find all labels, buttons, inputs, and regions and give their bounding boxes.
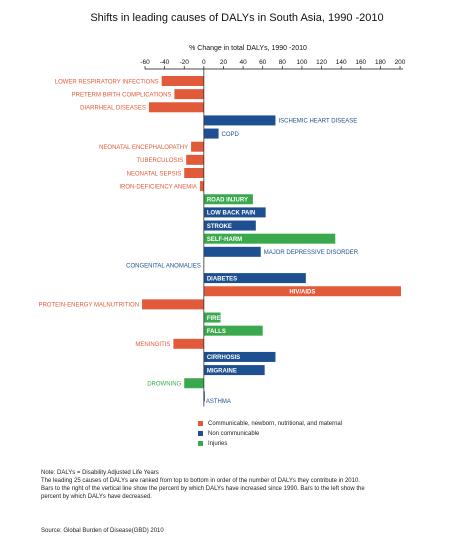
bar-label-neonatal-encephalopathy: NEONATAL ENCEPHALOPATHY <box>99 145 188 151</box>
x-tick-label: 20 <box>220 59 228 66</box>
bar-label-preterm-birth-complications: PRETERM BIRTH COMPLICATIONS <box>72 92 172 98</box>
bar-preterm-birth-complications <box>174 89 204 100</box>
bar-neonatal-sepsis <box>184 167 204 178</box>
bar-label-migraine: MIGRAINE <box>207 368 237 374</box>
bar-label-cirrhosis: CIRRHOSIS <box>207 355 240 361</box>
bar-label-ischemic-heart-disease: ISCHEMIC HEART DISEASE <box>278 119 357 125</box>
legend-label-injuries: Injuries <box>208 441 228 448</box>
legend-item-non-communicable: Non communicable <box>198 431 259 437</box>
x-tick-label: -40 <box>160 59 170 66</box>
bar-label-neonatal-sepsis: NEONATAL SEPSIS <box>127 171 182 177</box>
x-tick-label: 180 <box>375 59 386 66</box>
bar-meningitis <box>173 338 204 349</box>
notes: Note: DALYs = Disability Adjusted Life Y… <box>41 469 371 501</box>
x-tick-label: 200 <box>395 59 406 66</box>
legend-swatch-communicable <box>198 421 203 426</box>
bar-copd <box>203 128 219 139</box>
bar-label-diabetes: DIABETES <box>207 276 237 282</box>
x-tick-label: 80 <box>279 59 287 66</box>
bar-falls <box>203 325 263 336</box>
bar-road-injury <box>203 194 253 205</box>
source-note: Source: Global Burden of Disease(GBD) 20… <box>41 528 164 534</box>
bar-asthma <box>203 391 205 402</box>
bar-cirrhosis <box>203 351 276 362</box>
bar-major-depressive-disorder <box>203 246 261 257</box>
bar-label-low-back-pain: LOW BACK PAIN <box>207 211 256 217</box>
bar-label-iron-deficiency-anemia: IRON-DEFICIENCY ANEMIA <box>119 184 197 190</box>
bar-label-asthma: ASTHMA <box>206 399 231 405</box>
bar-label-tuberculosis: TUBERCULOSIS <box>137 158 184 164</box>
bar-label-self-harm: SELF-HARM <box>207 237 242 243</box>
x-tick-label: 0 <box>202 59 206 66</box>
bar-hiv-aids <box>203 286 401 297</box>
legend-label-non-communicable: Non communicable <box>208 431 260 438</box>
x-tick-label: 160 <box>355 59 366 66</box>
x-tick-label: -60 <box>140 59 150 66</box>
bar-label-major-depressive-disorder: MAJOR DEPRESSIVE DISORDER <box>264 250 359 256</box>
bar-protein-energy-malnutrition <box>142 299 204 310</box>
bar-label-congenital-anomalies: CONGENITAL ANOMALIES <box>126 263 201 269</box>
bar-label-hiv-aids: HIV/AIDS <box>289 290 315 296</box>
note-explanation: The leading 25 causes of DALYs are ranke… <box>41 478 365 500</box>
bar-label-drowning: DROWNING <box>147 382 181 388</box>
bar-label-meningitis: MENINGITIS <box>135 342 170 348</box>
legend-item-communicable: Communicable, newborn, nutritional, and … <box>198 421 342 427</box>
bar-stroke <box>203 220 256 231</box>
bar-label-falls: FALLS <box>207 329 226 335</box>
x-tick-label: 40 <box>239 59 247 66</box>
bar-label-protein-energy-malnutrition: PROTEIN-ENERGY MALNUTRITION <box>38 303 139 309</box>
bar-diarrheal-diseases <box>148 102 204 113</box>
x-axis-label: % Change in total DALYs, 1990 -2010 <box>189 45 307 52</box>
bar-label-copd: COPD <box>222 132 240 138</box>
bar-label-lower-respiratory-infections: LOWER RESPIRATORY INFECTIONS <box>55 79 159 85</box>
bar-self-harm <box>203 233 336 244</box>
bar-neonatal-encephalopathy <box>191 141 204 152</box>
x-tick-label: 100 <box>296 59 307 66</box>
bar-migraine <box>203 365 265 376</box>
bar-label-fire: FIRE <box>207 316 221 322</box>
x-tick-label: 60 <box>259 59 267 66</box>
bar-lower-respiratory-infections <box>161 76 204 86</box>
legend-item-injuries: Injuries <box>198 441 227 447</box>
bar-label-road-injury: ROAD INJURY <box>207 198 248 204</box>
bar-diabetes <box>203 273 306 284</box>
bar-label-diarrheal-diseases: DIARRHEAL DISEASES <box>80 106 146 112</box>
x-tick-label: 140 <box>336 59 347 66</box>
note-definition: Note: DALYs = Disability Adjusted Life Y… <box>41 470 159 476</box>
bar-tuberculosis <box>186 154 204 165</box>
x-tick-label: 120 <box>316 59 327 66</box>
bar-drowning <box>184 378 204 389</box>
legend-swatch-injuries <box>198 441 203 446</box>
bar-label-stroke: STROKE <box>207 224 232 230</box>
bar-fire <box>203 312 221 323</box>
legend-swatch-non-communicable <box>198 431 203 436</box>
x-tick-label: -20 <box>180 59 190 66</box>
bar-iron-deficiency-anemia <box>199 181 204 192</box>
legend-label-communicable: Communicable, newborn, nutritional, and … <box>208 421 343 428</box>
bar-ischemic-heart-disease <box>203 115 276 126</box>
chart-title: Shifts in leading causes of DALYs in Sou… <box>90 12 384 24</box>
bar-low-back-pain <box>203 207 266 218</box>
